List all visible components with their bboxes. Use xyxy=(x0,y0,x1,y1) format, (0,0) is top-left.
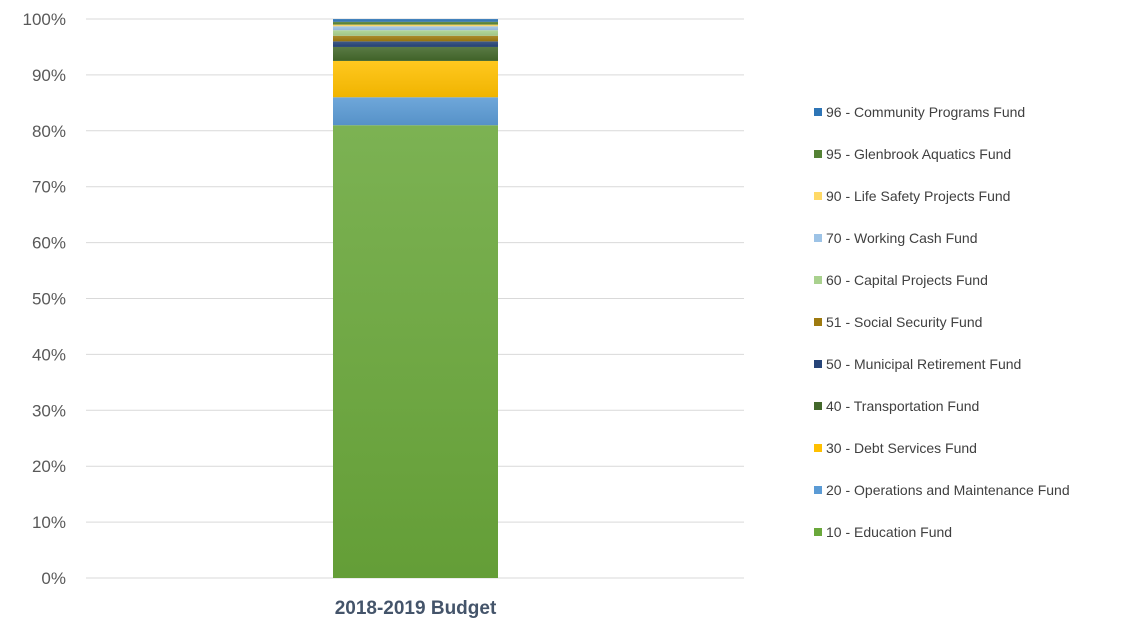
legend-label: 70 - Working Cash Fund xyxy=(826,230,977,246)
bar-segment-20 xyxy=(333,97,498,126)
legend-item: 90 - Life Safety Projects Fund xyxy=(814,188,1010,204)
legend-item: 60 - Capital Projects Fund xyxy=(814,272,988,288)
bar-segments xyxy=(333,19,498,579)
legend-swatch xyxy=(814,192,822,200)
legend-swatch xyxy=(814,402,822,410)
bar-segment-90 xyxy=(333,24,498,27)
bar-segment-10 xyxy=(333,125,498,579)
y-tick-label: 80% xyxy=(32,122,66,141)
legend-swatch xyxy=(814,360,822,368)
legend-label: 40 - Transportation Fund xyxy=(826,398,979,414)
legend-item: 40 - Transportation Fund xyxy=(814,398,979,414)
legend-item: 96 - Community Programs Fund xyxy=(814,104,1025,120)
legend-swatch xyxy=(814,108,822,116)
legend-label: 30 - Debt Services Fund xyxy=(826,440,977,456)
legend-label: 10 - Education Fund xyxy=(826,524,952,540)
y-tick-label: 20% xyxy=(32,457,66,476)
legend-item: 95 - Glenbrook Aquatics Fund xyxy=(814,146,1011,162)
bar-segment-95 xyxy=(333,21,498,25)
y-tick-label: 100% xyxy=(23,10,66,29)
legend-swatch xyxy=(814,318,822,326)
legend-swatch xyxy=(814,276,822,284)
legend-swatch xyxy=(814,150,822,158)
legend-item: 10 - Education Fund xyxy=(814,524,952,540)
legend-item: 20 - Operations and Maintenance Fund xyxy=(814,482,1070,498)
y-tick-label: 90% xyxy=(32,66,66,85)
legend-label: 50 - Municipal Retirement Fund xyxy=(826,356,1021,372)
legend-label: 51 - Social Security Fund xyxy=(826,314,982,330)
y-tick-label: 60% xyxy=(32,234,66,253)
legend-swatch xyxy=(814,444,822,452)
x-axis-tick-labels: 2018-2019 Budget xyxy=(335,598,497,619)
legend-label: 96 - Community Programs Fund xyxy=(826,104,1025,120)
bar-segment-96 xyxy=(333,19,498,22)
y-axis-tick-labels: 0% 10% 20% 30% 40% 50% 60% 70% 80% 90% 100% xyxy=(23,10,66,588)
y-tick-label: 40% xyxy=(32,345,66,364)
legend-swatch xyxy=(814,528,822,536)
legend-item: 51 - Social Security Fund xyxy=(814,314,982,330)
y-tick-label: 30% xyxy=(32,401,66,420)
legend-swatch xyxy=(814,234,822,242)
legend-label: 90 - Life Safety Projects Fund xyxy=(826,188,1010,204)
bar-segment-50 xyxy=(333,41,498,47)
x-tick-label: 2018-2019 Budget xyxy=(335,598,497,619)
bar-segment-60 xyxy=(333,30,498,36)
bar-segment-30 xyxy=(333,60,498,98)
legend-label: 60 - Capital Projects Fund xyxy=(826,272,988,288)
legend-swatch xyxy=(814,486,822,494)
y-tick-label: 50% xyxy=(32,290,66,309)
y-tick-label: 10% xyxy=(32,513,66,532)
bar-segment-51 xyxy=(333,35,498,42)
legend-item: 50 - Municipal Retirement Fund xyxy=(814,356,1021,372)
legend-label: 95 - Glenbrook Aquatics Fund xyxy=(826,146,1011,162)
legend-label: 20 - Operations and Maintenance Fund xyxy=(826,482,1070,498)
bar-segment-40 xyxy=(333,46,498,61)
legend-item: 30 - Debt Services Fund xyxy=(814,440,977,456)
y-tick-label: 70% xyxy=(32,178,66,197)
bar-segment-70 xyxy=(333,26,498,31)
y-tick-label: 0% xyxy=(41,569,66,588)
legend: 96 - Community Programs Fund 95 - Glenbro… xyxy=(814,104,1070,540)
legend-item: 70 - Working Cash Fund xyxy=(814,230,977,246)
